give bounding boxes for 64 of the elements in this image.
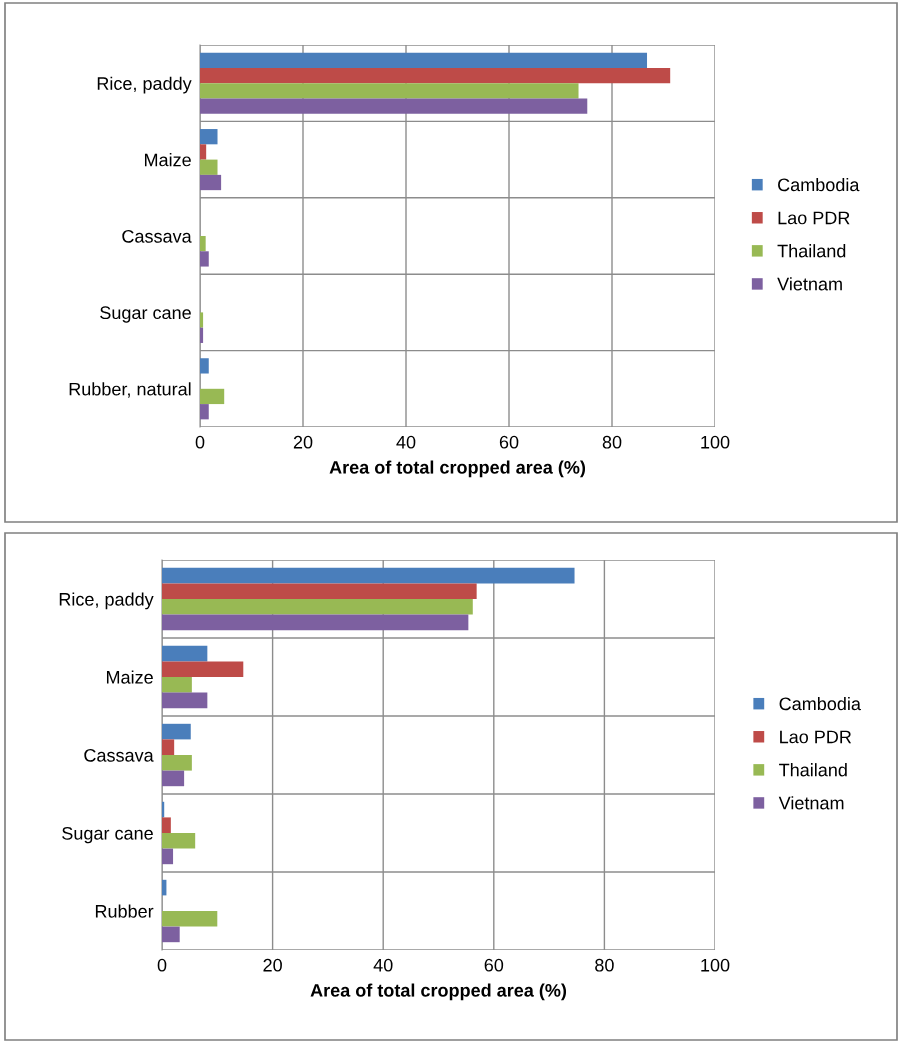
bar: [162, 911, 218, 927]
y-tick-label: Maize: [144, 153, 191, 167]
x-tick-label: 20: [293, 435, 313, 449]
bar: [162, 723, 191, 740]
x-tick-label: 100: [701, 435, 730, 449]
x-tick-label: 60: [484, 958, 504, 972]
bar: [200, 404, 209, 420]
x-tick-label: 20: [263, 958, 282, 972]
bar: [200, 358, 209, 374]
y-tick-label: Rice, paddy: [59, 592, 154, 610]
bar: [200, 98, 588, 114]
x-axis-title: Area of total cropped area (%): [310, 983, 567, 1001]
bar: [162, 567, 575, 584]
y-tick-label: Maize: [106, 670, 153, 684]
legend-label: Lao PDR: [778, 211, 850, 225]
bar: [162, 817, 171, 833]
x-tick-label: 100: [701, 958, 730, 972]
x-tick-label: 0: [157, 958, 167, 972]
bar: [162, 583, 477, 599]
legend-label: Vietnam: [778, 796, 844, 810]
bar: [200, 67, 671, 84]
legend-label: Vietnam: [777, 277, 842, 291]
bar: [162, 677, 192, 693]
x-tick-label: 40: [373, 958, 393, 972]
bar: [162, 848, 174, 865]
x-tick-label: 80: [602, 435, 622, 449]
y-tick-label: Rubber, natural: [69, 382, 191, 398]
x-tick-label: 40: [396, 435, 416, 449]
y-tick-label: Cassava: [84, 748, 154, 762]
bar: [162, 926, 180, 943]
bar: [200, 251, 209, 267]
legend-label: Lao PDR: [780, 730, 852, 744]
bar: [162, 770, 185, 787]
legend-label: Thailand: [779, 763, 847, 777]
bar: [162, 833, 196, 849]
bar: [200, 129, 218, 145]
bar: [162, 755, 192, 771]
y-tick-label: Cassava: [122, 229, 192, 243]
bar: [162, 614, 469, 631]
bar: [200, 52, 648, 68]
x-tick-label: 0: [195, 435, 205, 449]
bar: [200, 388, 225, 405]
bar: [200, 236, 206, 252]
bar: [162, 599, 473, 615]
x-axis-title: Area of total cropped area (%): [329, 460, 586, 478]
bar: [162, 661, 244, 677]
legend-label: Thailand: [777, 244, 846, 258]
y-tick-label: Rice, paddy: [97, 76, 192, 94]
bar: [200, 144, 207, 160]
bar: [200, 159, 218, 175]
bar: [162, 645, 208, 662]
y-tick-label: Rubber: [95, 904, 154, 918]
bar: [200, 83, 579, 99]
bar: [162, 692, 208, 709]
bar: [200, 174, 222, 191]
bar: [200, 312, 204, 328]
x-tick-label: 80: [595, 958, 614, 972]
y-tick-label: Sugar cane: [62, 826, 153, 844]
legend-label: Cambodia: [779, 696, 861, 711]
bar: [200, 327, 204, 343]
bar: [162, 739, 175, 755]
x-tick-label: 60: [499, 435, 519, 449]
y-tick-label: Sugar cane: [100, 306, 191, 323]
legend-label: Cambodia: [778, 177, 860, 192]
